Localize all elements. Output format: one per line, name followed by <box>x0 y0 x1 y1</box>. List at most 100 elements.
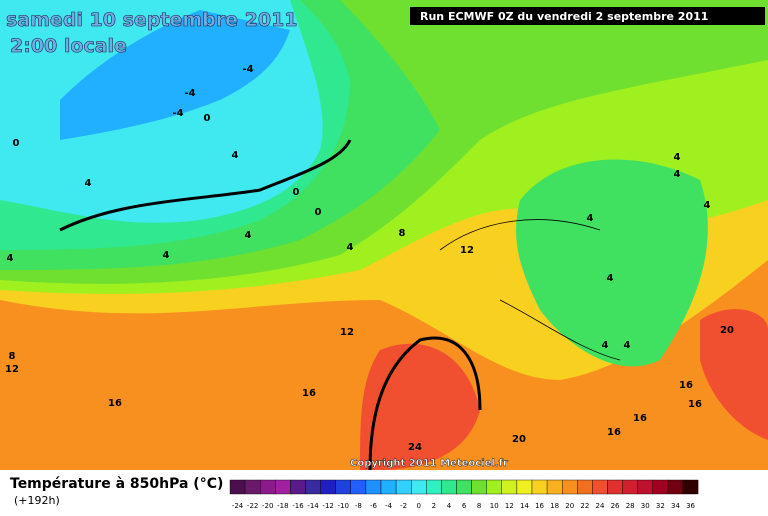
legend-label: 0 <box>417 502 421 510</box>
footer-lead: (+192h) <box>14 494 60 507</box>
legend-swatch <box>486 479 503 495</box>
legend-label: 24 <box>595 502 604 510</box>
contour-label: 8 <box>399 228 406 239</box>
contour-label: 4 <box>602 340 609 351</box>
legend-swatch <box>577 479 593 495</box>
contour-label: 16 <box>679 380 693 391</box>
legend-swatch <box>350 479 367 495</box>
legend-label: -8 <box>355 502 362 510</box>
run-text: Run ECMWF 0Z du vendredi 2 septembre 201… <box>420 10 708 23</box>
legend-swatch <box>682 479 699 495</box>
contour-label: 4 <box>7 253 14 264</box>
contour-0 <box>59 139 352 232</box>
contour-label: 16 <box>607 427 621 438</box>
legend-label: 8 <box>477 502 481 510</box>
contour-label: 4 <box>704 200 711 211</box>
contour-label: 4 <box>163 250 170 261</box>
contour-label: 4 <box>347 242 354 253</box>
legend-swatch <box>320 479 336 495</box>
legend-label: -20 <box>262 502 273 510</box>
legend-label: 16 <box>535 502 544 510</box>
legend-label: 30 <box>641 502 650 510</box>
legend-swatch <box>229 479 246 495</box>
legend-swatch <box>335 479 352 495</box>
legend-label: 12 <box>505 502 514 510</box>
legend-swatch <box>380 479 397 495</box>
contour-label: 16 <box>108 398 122 409</box>
legend-swatch <box>501 479 518 495</box>
legend-swatch <box>607 479 623 495</box>
contour-label: 0 <box>293 187 300 198</box>
legend-label: 26 <box>611 502 620 510</box>
legend-swatch <box>365 479 382 495</box>
legend-label: 10 <box>490 502 499 510</box>
contour-label: 20 <box>720 325 734 336</box>
legend-label: 28 <box>626 502 635 510</box>
contour-20 <box>368 336 482 471</box>
legend-swatch <box>667 479 684 495</box>
contour-label: 4 <box>624 340 631 351</box>
legend-swatch <box>592 479 608 495</box>
contour-label: 8 <box>9 351 16 362</box>
legend-label: -2 <box>400 502 407 510</box>
legend-label: 32 <box>656 502 665 510</box>
contour-label: 4 <box>587 213 594 224</box>
legend-swatch <box>531 479 548 495</box>
copyright: Copyright 2011 Meteociel.fr <box>350 458 508 469</box>
legend-label: -12 <box>322 502 333 510</box>
legend-label: 18 <box>550 502 559 510</box>
coastline <box>439 219 621 361</box>
legend-swatch <box>546 479 563 495</box>
legend-swatch <box>441 479 457 495</box>
legend-label: -16 <box>292 502 304 510</box>
contour-label: 4 <box>245 230 252 241</box>
legend-label: -14 <box>307 502 319 510</box>
legend-swatch <box>275 479 291 495</box>
legend-label: -24 <box>232 502 244 510</box>
contour-label: 4 <box>85 178 92 189</box>
legend-swatch <box>516 479 533 495</box>
map-date: samedi 10 septembre 2011 <box>6 9 298 31</box>
legend-swatch <box>244 479 261 495</box>
contour-label: 12 <box>460 245 474 256</box>
contour-label: 16 <box>633 413 647 424</box>
legend-swatch <box>411 479 427 495</box>
contour-label: 16 <box>302 388 316 399</box>
run-box <box>410 7 765 25</box>
contour-label: 4 <box>232 150 239 161</box>
legend-swatch <box>637 479 654 495</box>
contour-label: 4 <box>607 273 614 284</box>
contour-label: -4 <box>242 64 253 75</box>
legend-swatch <box>562 479 578 495</box>
legend-swatch <box>290 479 306 495</box>
zone-minus-4 <box>60 10 290 140</box>
contour-label: 0 <box>13 138 20 149</box>
legend-label: 6 <box>462 502 467 510</box>
zone-24-east <box>700 309 768 440</box>
contour-label: -4 <box>172 108 183 119</box>
legend-swatch <box>471 479 487 495</box>
legend-label: 20 <box>565 502 574 510</box>
legend-label: -4 <box>385 502 393 510</box>
contour-label: 24 <box>408 442 422 453</box>
legend-swatch <box>426 479 442 495</box>
legend-swatch <box>622 479 638 495</box>
legend-label: -18 <box>277 502 288 510</box>
contour-label: 16 <box>688 399 702 410</box>
contour-label: -4 <box>184 88 195 99</box>
legend-swatch <box>305 479 321 495</box>
contour-label: 0 <box>204 113 211 124</box>
zone-6-east <box>516 159 708 367</box>
legend-label: 2 <box>432 502 436 510</box>
legend-swatch <box>260 479 276 495</box>
legend-label: 4 <box>447 502 452 510</box>
legend-swatch <box>395 479 412 495</box>
contour-label: 4 <box>674 152 681 163</box>
map-time: 2:00 locale <box>10 35 127 57</box>
contour-label: 4 <box>674 169 681 180</box>
legend-label: -22 <box>247 502 258 510</box>
contour-label: 20 <box>512 434 526 445</box>
legend-label: 36 <box>686 502 695 510</box>
legend-label: 14 <box>520 502 529 510</box>
